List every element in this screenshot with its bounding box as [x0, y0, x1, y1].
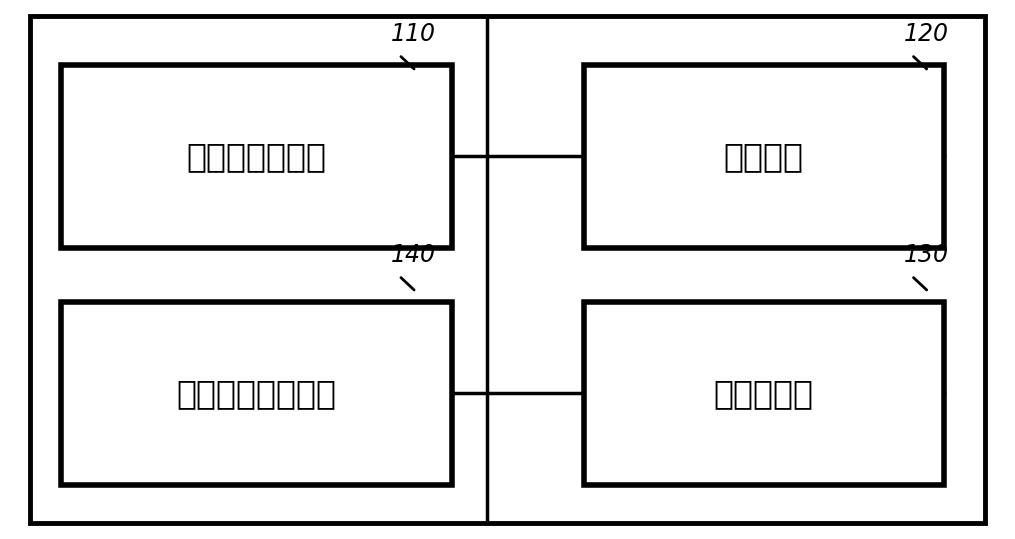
Text: 计算单元: 计算单元 — [724, 140, 804, 173]
Text: 120: 120 — [903, 22, 948, 46]
FancyBboxPatch shape — [61, 302, 452, 485]
Text: 板温度测量单元: 板温度测量单元 — [187, 140, 326, 173]
Text: 130: 130 — [903, 243, 948, 267]
FancyBboxPatch shape — [584, 302, 944, 485]
FancyBboxPatch shape — [584, 65, 944, 248]
Text: 110: 110 — [391, 22, 435, 46]
Text: 140: 140 — [391, 243, 435, 267]
Text: 存储器单元: 存储器单元 — [714, 377, 814, 410]
Text: 环境温度测量单元: 环境温度测量单元 — [177, 377, 336, 410]
FancyBboxPatch shape — [61, 65, 452, 248]
